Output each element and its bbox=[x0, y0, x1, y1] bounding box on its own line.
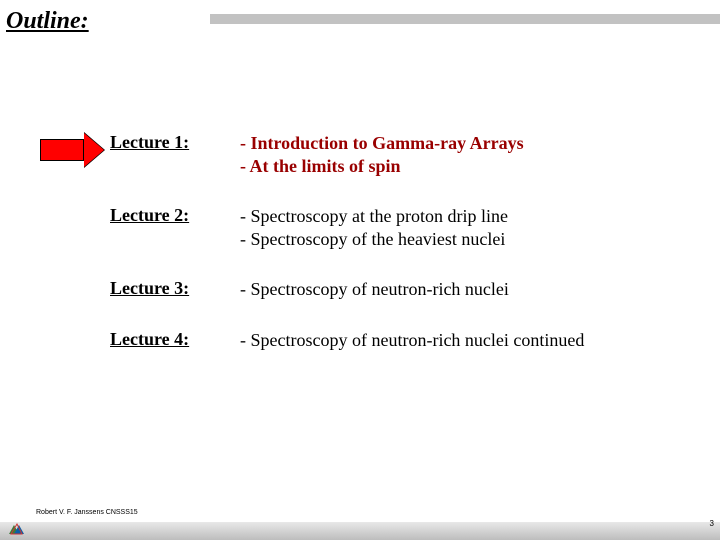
lecture-row: Lecture 3: - Spectroscopy of neutron-ric… bbox=[110, 278, 690, 301]
lecture-body: - Introduction to Gamma-ray Arrays - At … bbox=[240, 132, 524, 177]
top-bar bbox=[210, 14, 720, 24]
page-number: 3 bbox=[710, 519, 714, 528]
footer-bar bbox=[0, 522, 720, 540]
lecture-body: - Spectroscopy of neutron-rich nuclei co… bbox=[240, 329, 584, 352]
lecture-label: Lecture 3: bbox=[110, 278, 240, 299]
lecture-row: Lecture 1: - Introduction to Gamma-ray A… bbox=[110, 132, 690, 177]
outline-content: Lecture 1: - Introduction to Gamma-ray A… bbox=[110, 132, 690, 379]
lecture-body: - Spectroscopy at the proton drip line -… bbox=[240, 205, 508, 250]
arrow-icon bbox=[40, 139, 84, 161]
footer-author: Robert V. F. Janssens CNSSS15 bbox=[36, 509, 138, 516]
slide-title: Outline: bbox=[6, 8, 89, 35]
lecture-label: Lecture 4: bbox=[110, 329, 240, 350]
lecture-label: Lecture 1: bbox=[110, 132, 240, 153]
logo-icon bbox=[6, 522, 28, 536]
slide: Outline: Lecture 1: - Introduction to Ga… bbox=[0, 0, 720, 540]
lecture-label: Lecture 2: bbox=[110, 205, 240, 226]
lecture-body: - Spectroscopy of neutron-rich nuclei bbox=[240, 278, 509, 301]
lecture-row: Lecture 4: - Spectroscopy of neutron-ric… bbox=[110, 329, 690, 352]
lecture-row: Lecture 2: - Spectroscopy at the proton … bbox=[110, 205, 690, 250]
